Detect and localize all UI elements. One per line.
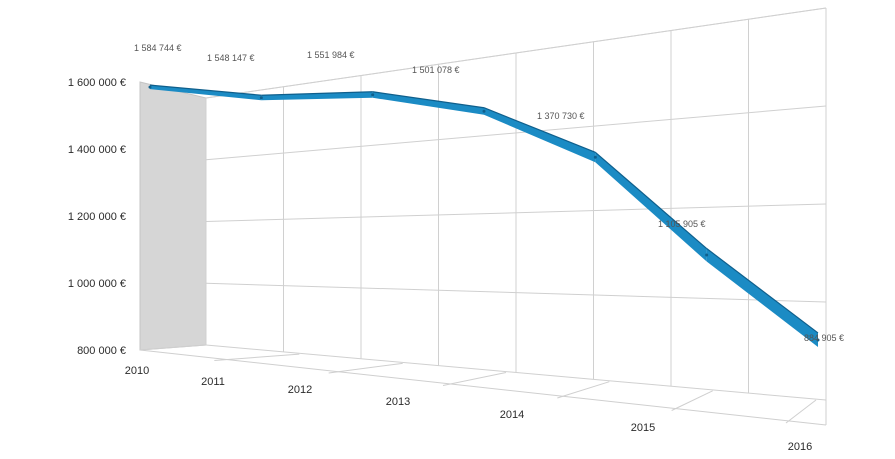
ribbon-segment-2015-2016 [706,248,818,347]
data-label-2015: 1 105 905 € [658,219,706,229]
y-tick-label-2: 1 200 000 € [68,211,126,223]
data-point-2013 [482,109,486,113]
ribbon-top-edge-4 [594,151,708,249]
data-point-2011 [259,96,263,100]
floor-divider-1 [214,353,300,361]
y-tick-label-3: 1 400 000 € [68,144,126,156]
ribbon-top-edge-5 [706,248,819,334]
data-label-2014: 1 370 730 € [537,111,585,121]
x-tick-label-2010: 2010 [125,365,149,377]
ribbon-segment-2011-2012 [261,91,373,101]
x-tick-label-2011: 2011 [201,376,225,388]
ribbon-segment-2012-2013 [372,91,484,115]
x-tick-label-2016: 2016 [788,441,812,453]
data-label-2016: 884 905 € [804,333,844,343]
x-tick-label-2014: 2014 [500,409,524,421]
ribbon-segment-2010-2011 [150,85,262,101]
x-tick-label-2013: 2013 [386,396,410,408]
data-point-2016 [816,338,820,342]
floor-divider-6 [785,399,817,424]
floor-divider-2 [328,362,403,374]
data-label-2012: 1 551 984 € [307,50,355,60]
ribbon-segment-2013-2014 [484,107,596,163]
data-label-2010: 1 584 744 € [134,43,182,53]
data-point-2012 [371,93,375,97]
ribbon-top-edge-0 [149,84,262,96]
x-tick-label-2015: 2015 [631,422,655,434]
ribbon-top-edge-1 [261,91,373,96]
data-point-2010 [148,85,152,89]
floor-front-edge [139,349,827,426]
data-label-2013: 1 501 078 € [412,65,460,75]
data-label-2011: 1 548 147 € [207,53,255,63]
data-point-2014 [593,155,597,159]
floor-left-edge [139,344,207,351]
data-point-2015 [705,253,709,257]
wall-top-edge [205,7,827,99]
floor-divider-5 [671,390,713,411]
x-tick-label-2012: 2012 [288,384,312,396]
y-tick-label-0: 800 000 € [77,345,126,357]
y-tick-label-1: 1 000 000 € [68,278,126,290]
floor-divider-3 [442,372,507,386]
side-wall [139,81,207,351]
ribbon-segment-2014-2015 [595,152,707,262]
y-tick-label-4: 1 600 000 € [68,77,126,89]
ribbon-top-edge-2 [372,91,485,109]
floor-divider-4 [557,381,610,399]
ribbon-top-edge-3 [483,107,596,153]
